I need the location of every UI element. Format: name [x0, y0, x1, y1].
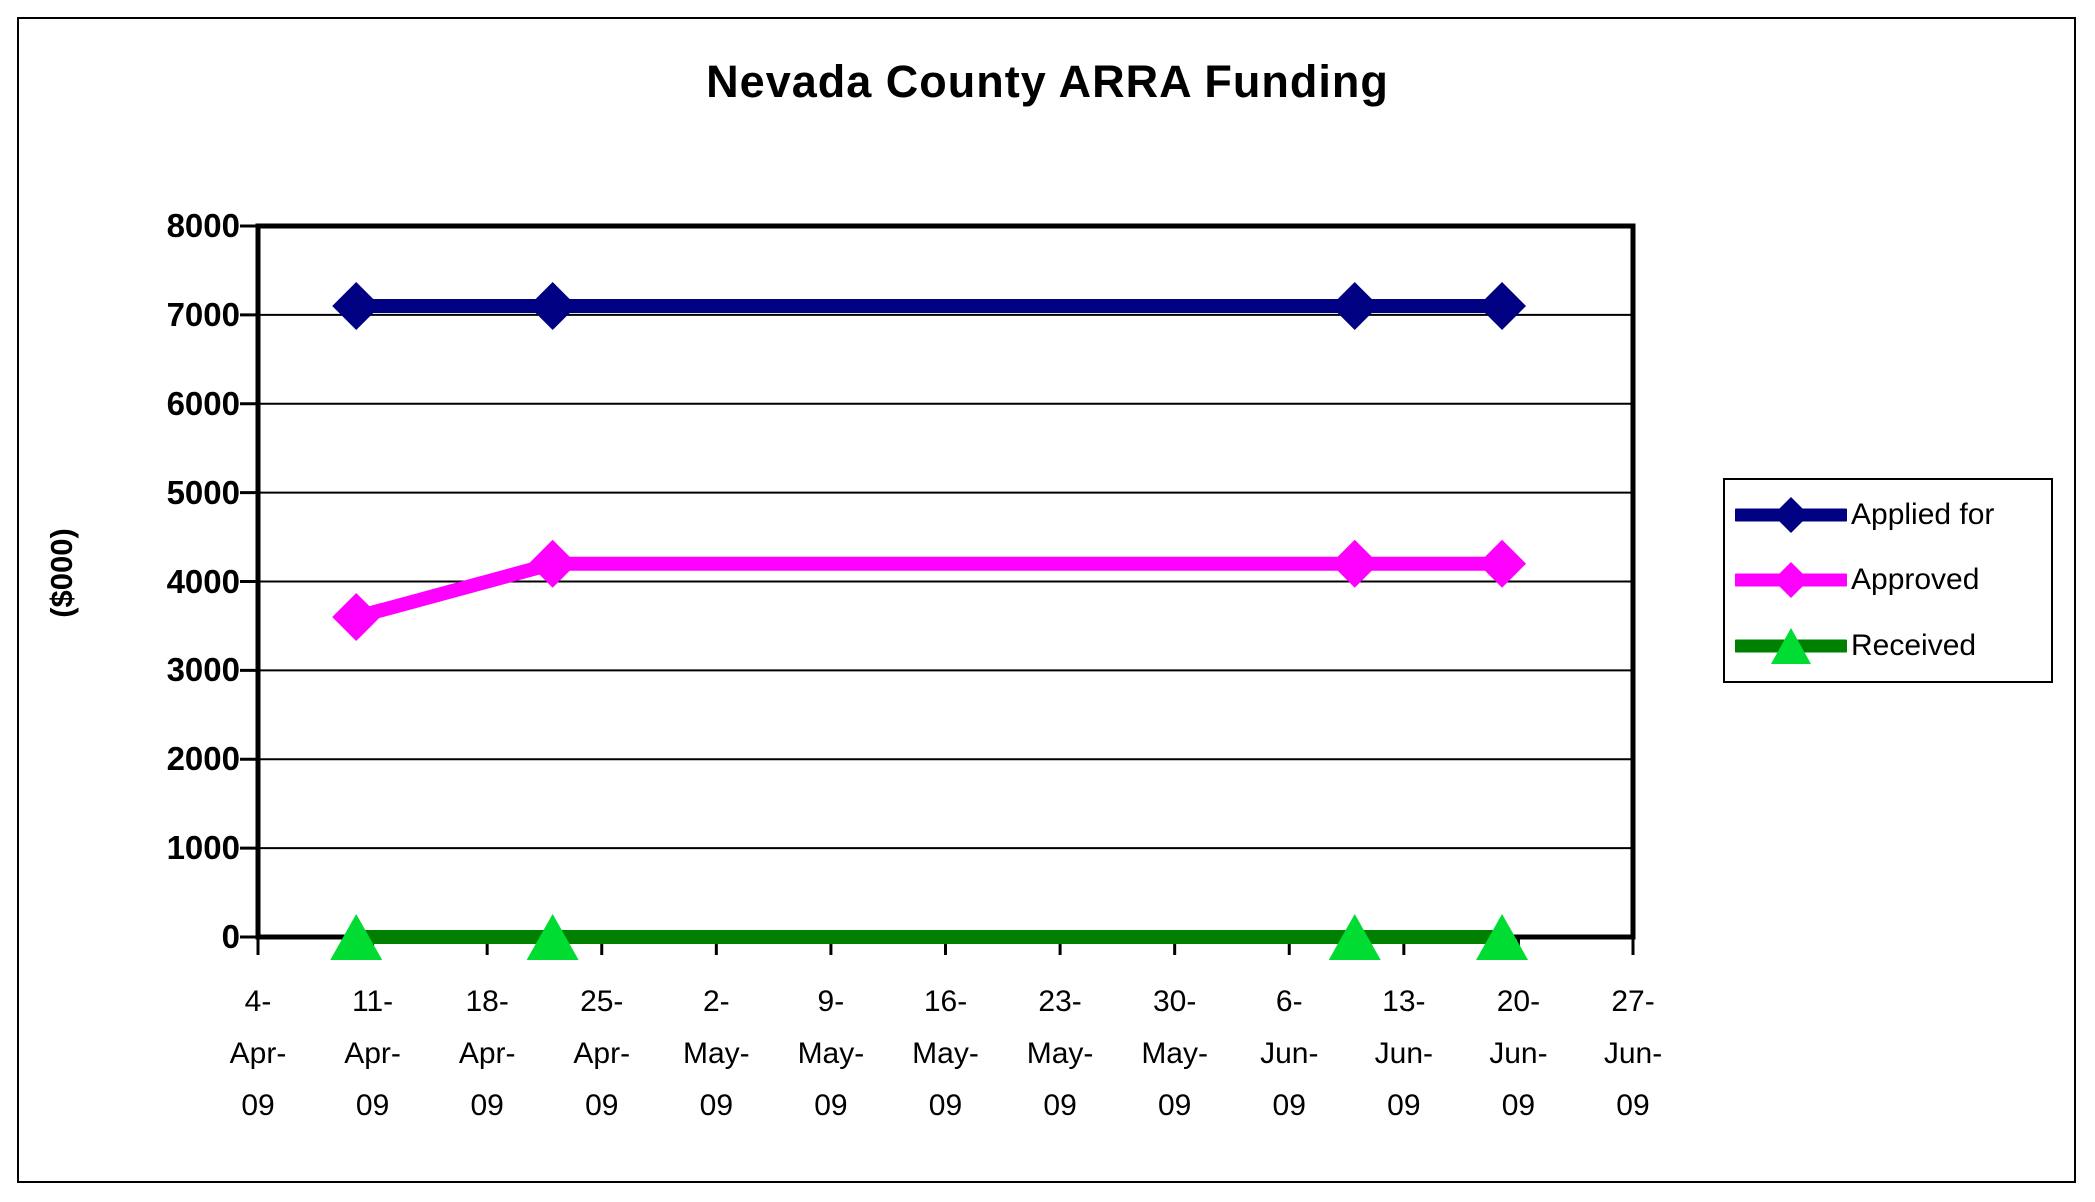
y-tick-label: 8000 [166, 207, 240, 244]
y-tick-label: 3000 [166, 651, 240, 689]
x-tick-label: 9- May- 09 [797, 985, 865, 1122]
x-tick-label: 20- Jun- 09 [1489, 985, 1548, 1122]
legend-marker-diamond [1773, 496, 1809, 533]
legend-label-approved: Approved [1851, 563, 1980, 597]
x-tick-label: 27- Jun- 09 [1603, 985, 1663, 1122]
x-tick-label: 6- Jun- 09 [1260, 985, 1319, 1122]
x-tick-label: 2- May- 09 [682, 985, 750, 1122]
x-tick-label: 30- May- 09 [1141, 985, 1208, 1122]
marker-triangle [526, 914, 579, 960]
x-tick-label: 23- May- 09 [1026, 985, 1094, 1122]
series-line-approved [354, 556, 1503, 624]
x-tick-label: 18- Apr- 09 [458, 985, 516, 1122]
marker-triangle [330, 914, 383, 960]
x-tick-label: 25- Apr- 09 [573, 985, 631, 1122]
legend-entry-received: Received [1735, 614, 2051, 678]
x-tick-label: 11- Apr- 09 [344, 985, 401, 1122]
legend-sample-received [1735, 628, 1847, 665]
y-tick-label: 2000 [166, 740, 240, 778]
y-tick-label: 7000 [166, 295, 240, 333]
x-tick-label: 16- May- 09 [912, 985, 979, 1122]
y-tick-label: 0 [221, 918, 240, 955]
x-tick-label: 13- Jun- 09 [1374, 985, 1434, 1122]
marker-diamond [1330, 539, 1379, 588]
legend-entry-approved: Approved [1735, 548, 2051, 612]
chart-title: Nevada County ARRA Funding [706, 56, 1389, 107]
x-tick-label: 4- Apr- 09 [229, 985, 287, 1122]
marker-diamond [528, 281, 577, 330]
marker-diamond [332, 593, 381, 642]
legend-sample-applied-for [1735, 496, 1847, 533]
marker-diamond [1478, 539, 1527, 588]
y-tick-label: 6000 [166, 384, 240, 422]
legend-entry-applied-for: Applied for [1735, 483, 2051, 547]
y-tick-label: 1000 [166, 829, 240, 867]
marker-diamond [1478, 281, 1527, 330]
legend-label-received: Received [1851, 629, 1977, 663]
legend-label-applied-for: Applied for [1851, 497, 1995, 531]
y-tick-label: 5000 [166, 473, 240, 511]
legend-marker-diamond [1773, 562, 1809, 599]
marker-diamond [1330, 281, 1379, 330]
marker-triangle [1328, 914, 1381, 960]
marker-diamond [332, 281, 381, 330]
marker-triangle [1476, 914, 1529, 960]
legend-marker-triangle [1771, 628, 1811, 665]
legend: Applied for Approved Received [1723, 478, 2053, 683]
legend-sample-approved [1735, 562, 1847, 599]
y-tick-label: 4000 [166, 562, 240, 600]
marker-diamond [528, 539, 577, 588]
